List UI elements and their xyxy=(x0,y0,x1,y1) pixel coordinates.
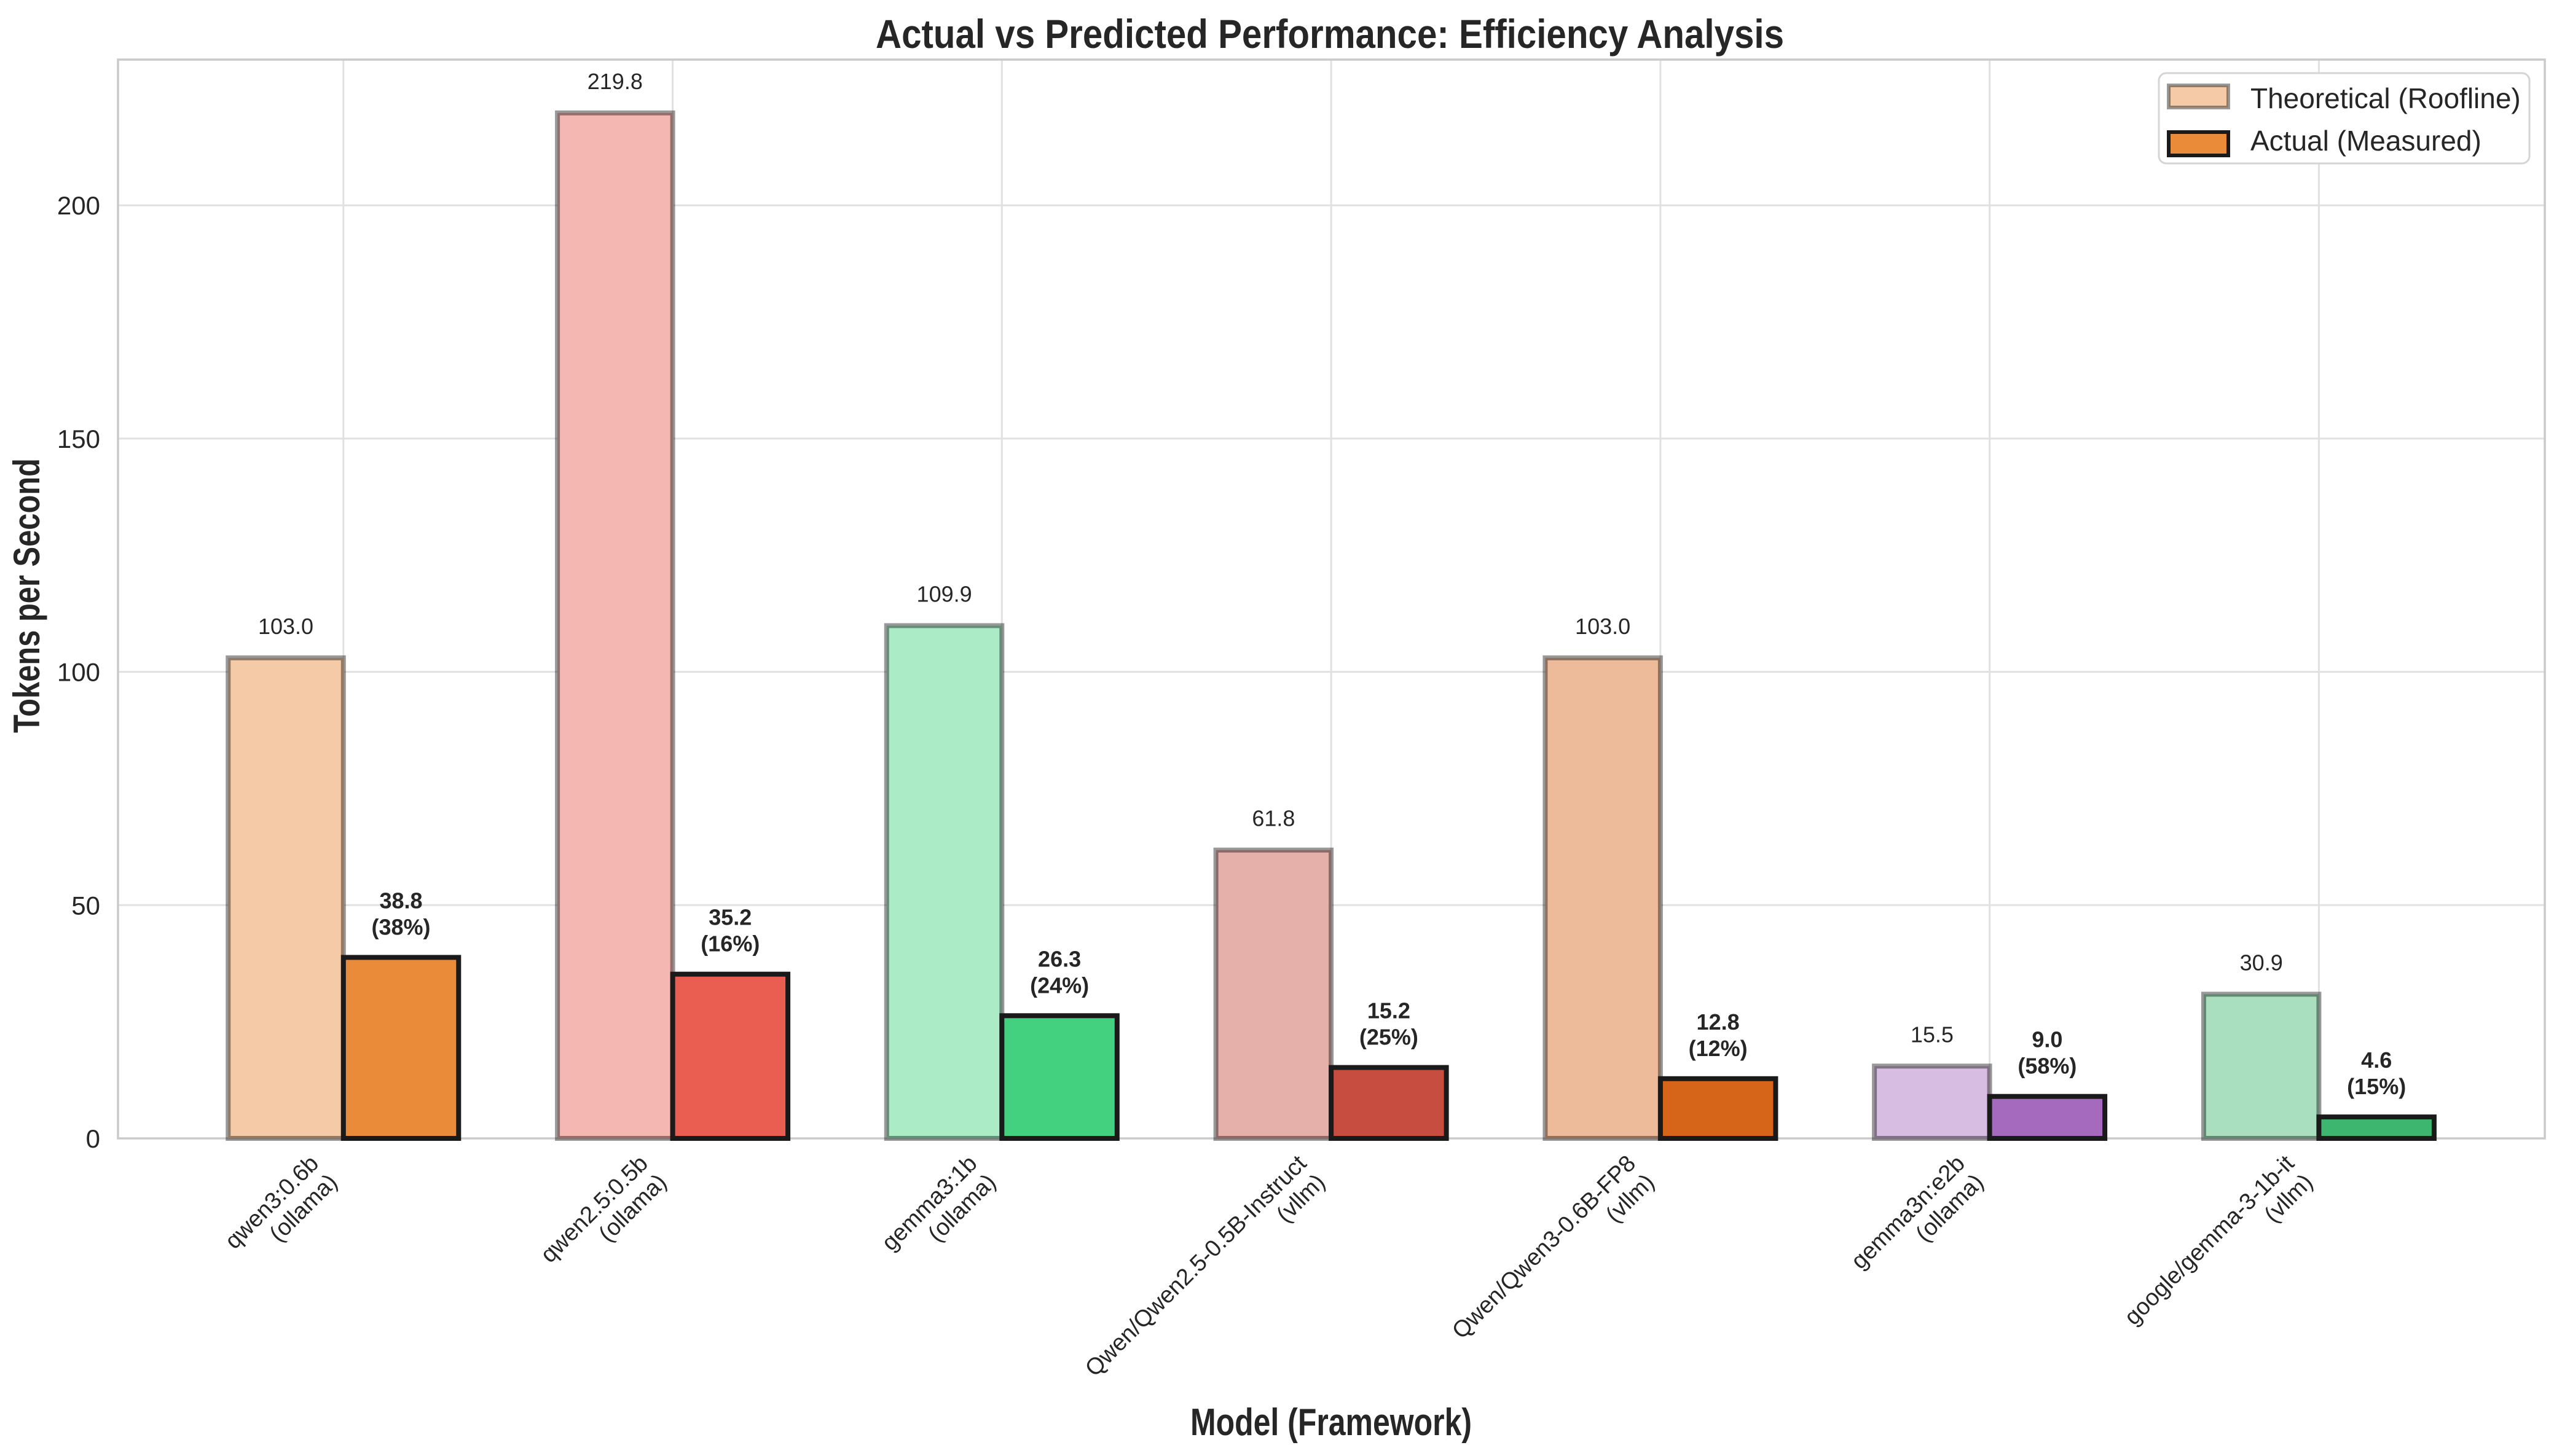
svg-text:(12%): (12%) xyxy=(1689,1036,1748,1061)
svg-text:100: 100 xyxy=(57,658,100,687)
svg-text:Actual vs Predicted Performanc: Actual vs Predicted Performance: Efficie… xyxy=(876,11,1784,57)
svg-text:103.0: 103.0 xyxy=(258,614,313,639)
svg-text:103.0: 103.0 xyxy=(1575,614,1630,639)
svg-text:15.5: 15.5 xyxy=(1911,1022,1954,1047)
svg-text:4.6: 4.6 xyxy=(2361,1047,2392,1073)
svg-text:15.2: 15.2 xyxy=(1367,998,1410,1024)
svg-text:9.0: 9.0 xyxy=(2032,1027,2062,1052)
svg-text:(16%): (16%) xyxy=(701,931,760,957)
svg-text:(15%): (15%) xyxy=(2347,1074,2406,1099)
svg-text:0: 0 xyxy=(86,1124,100,1153)
svg-text:(24%): (24%) xyxy=(1030,973,1089,998)
svg-text:Tokens per Second: Tokens per Second xyxy=(6,458,47,733)
svg-text:Model (Framework): Model (Framework) xyxy=(1190,1401,1472,1444)
svg-text:38.8: 38.8 xyxy=(379,888,422,913)
svg-text:Theoretical (Roofline): Theoretical (Roofline) xyxy=(2250,82,2521,114)
svg-text:200: 200 xyxy=(57,191,100,220)
svg-text:30.9: 30.9 xyxy=(2240,950,2283,975)
svg-text:50: 50 xyxy=(71,891,100,920)
svg-text:35.2: 35.2 xyxy=(709,905,752,930)
svg-text:(58%): (58%) xyxy=(2018,1054,2077,1079)
svg-text:61.8: 61.8 xyxy=(1252,806,1295,831)
svg-text:12.8: 12.8 xyxy=(1697,1009,1740,1035)
svg-text:109.9: 109.9 xyxy=(917,581,972,606)
svg-text:150: 150 xyxy=(57,425,100,453)
svg-text:26.3: 26.3 xyxy=(1038,946,1081,971)
svg-text:Actual (Measured): Actual (Measured) xyxy=(2250,125,2481,157)
svg-text:219.8: 219.8 xyxy=(587,69,643,94)
svg-text:(25%): (25%) xyxy=(1359,1025,1418,1050)
svg-text:(38%): (38%) xyxy=(371,914,430,939)
